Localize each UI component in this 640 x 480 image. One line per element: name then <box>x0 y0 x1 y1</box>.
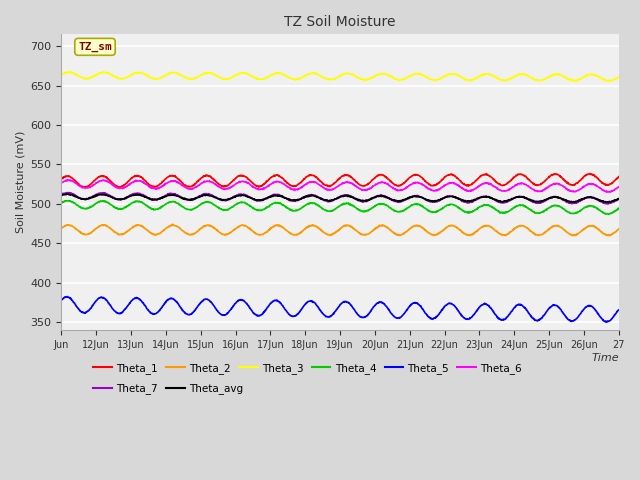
Theta_7 <box>604 201 612 207</box>
Theta_avg <box>145 196 153 202</box>
Theta_5 <box>316 306 323 312</box>
Line: Theta_4: Theta_4 <box>61 201 619 214</box>
Theta_4 <box>64 198 72 204</box>
Theta_2 <box>609 231 616 237</box>
Theta_5 <box>58 297 65 303</box>
Theta_5 <box>554 303 561 309</box>
Y-axis label: Soil Moisture (mV): Soil Moisture (mV) <box>15 131 25 233</box>
Theta_7 <box>58 192 65 197</box>
Theta_6 <box>326 187 333 193</box>
Theta_2 <box>554 223 561 229</box>
Theta_7 <box>316 195 323 201</box>
Theta_6 <box>615 184 623 190</box>
Theta_6 <box>58 180 65 185</box>
Theta_5 <box>64 294 72 300</box>
Theta_4 <box>615 206 623 212</box>
Theta_1 <box>554 172 561 178</box>
Theta_avg <box>604 200 612 205</box>
Text: Time: Time <box>591 353 619 363</box>
Theta_2 <box>169 221 177 227</box>
Theta_6 <box>606 189 614 195</box>
Theta_4 <box>326 208 333 214</box>
Theta_avg <box>472 196 479 202</box>
Theta_3 <box>472 75 479 81</box>
Theta_1 <box>586 171 594 177</box>
Theta_1 <box>149 184 157 190</box>
Theta_1 <box>472 178 479 184</box>
Theta_3 <box>58 72 65 78</box>
Theta_avg <box>609 198 616 204</box>
Theta_5 <box>609 315 616 321</box>
Theta_7 <box>326 199 333 204</box>
Theta_3 <box>554 72 561 77</box>
Theta_6 <box>145 184 153 190</box>
Theta_4 <box>554 203 561 208</box>
Theta_avg <box>64 191 72 197</box>
Theta_2 <box>605 233 612 239</box>
Theta_6 <box>554 180 561 186</box>
Theta_2 <box>326 232 333 238</box>
Line: Theta_3: Theta_3 <box>61 72 619 81</box>
Theta_4 <box>145 204 153 210</box>
Theta_3 <box>609 77 616 83</box>
Theta_2 <box>615 226 623 232</box>
Theta_6 <box>64 177 72 183</box>
Line: Theta_5: Theta_5 <box>61 297 619 322</box>
Theta_1 <box>316 177 323 183</box>
Theta_7 <box>472 197 479 203</box>
Theta_4 <box>472 207 479 213</box>
Theta_3 <box>316 72 323 78</box>
Legend: Theta_7, Theta_avg: Theta_7, Theta_avg <box>89 379 247 398</box>
Theta_5 <box>615 307 623 313</box>
Theta_5 <box>326 314 333 320</box>
Theta_4 <box>609 210 616 216</box>
Theta_6 <box>609 188 616 193</box>
Theta_1 <box>609 180 616 186</box>
Title: TZ Soil Moisture: TZ Soil Moisture <box>284 15 396 29</box>
Line: Theta_avg: Theta_avg <box>61 194 619 203</box>
Theta_7 <box>63 190 71 195</box>
Theta_1 <box>145 181 152 187</box>
Theta_avg <box>58 192 65 198</box>
Theta_avg <box>326 197 333 203</box>
Theta_2 <box>316 226 323 232</box>
Theta_3 <box>65 69 73 75</box>
Theta_3 <box>326 76 333 82</box>
Theta_5 <box>603 319 611 325</box>
Theta_7 <box>145 196 153 202</box>
Theta_6 <box>472 185 479 191</box>
Theta_3 <box>615 74 623 80</box>
Theta_7 <box>615 196 623 202</box>
Line: Theta_6: Theta_6 <box>61 180 619 192</box>
Theta_4 <box>58 200 65 206</box>
Theta_7 <box>609 200 616 205</box>
Theta_5 <box>145 308 153 314</box>
Theta_5 <box>472 309 479 315</box>
Theta_1 <box>615 174 623 180</box>
Theta_2 <box>145 228 152 234</box>
Line: Theta_7: Theta_7 <box>61 192 619 204</box>
Theta_7 <box>554 194 561 200</box>
Theta_3 <box>145 73 153 79</box>
Theta_avg <box>615 196 623 202</box>
Theta_1 <box>326 183 333 189</box>
Line: Theta_2: Theta_2 <box>61 224 619 236</box>
Theta_6 <box>316 182 323 188</box>
Theta_4 <box>602 211 609 217</box>
Theta_2 <box>58 225 65 231</box>
Theta_4 <box>316 204 323 209</box>
Theta_1 <box>58 176 65 181</box>
Theta_avg <box>316 195 323 201</box>
Line: Theta_1: Theta_1 <box>61 174 619 187</box>
Text: TZ_sm: TZ_sm <box>78 42 112 52</box>
Theta_avg <box>554 194 561 200</box>
Theta_3 <box>604 78 612 84</box>
Theta_2 <box>472 229 479 235</box>
